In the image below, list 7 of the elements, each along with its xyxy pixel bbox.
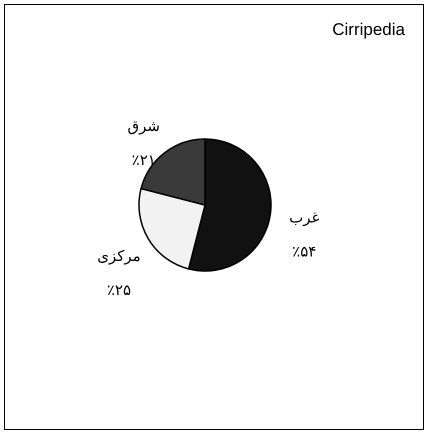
slice-label: مرکزی [97,246,141,265]
slice-label: غرب [289,208,320,227]
data-label: ٪۲۱ [132,150,156,169]
slice-label: شرق [127,116,160,135]
text: Cirripedia [332,20,406,39]
data-label: ٪۲۵ [106,280,132,299]
data-label: ٪۵۴ [292,242,316,261]
